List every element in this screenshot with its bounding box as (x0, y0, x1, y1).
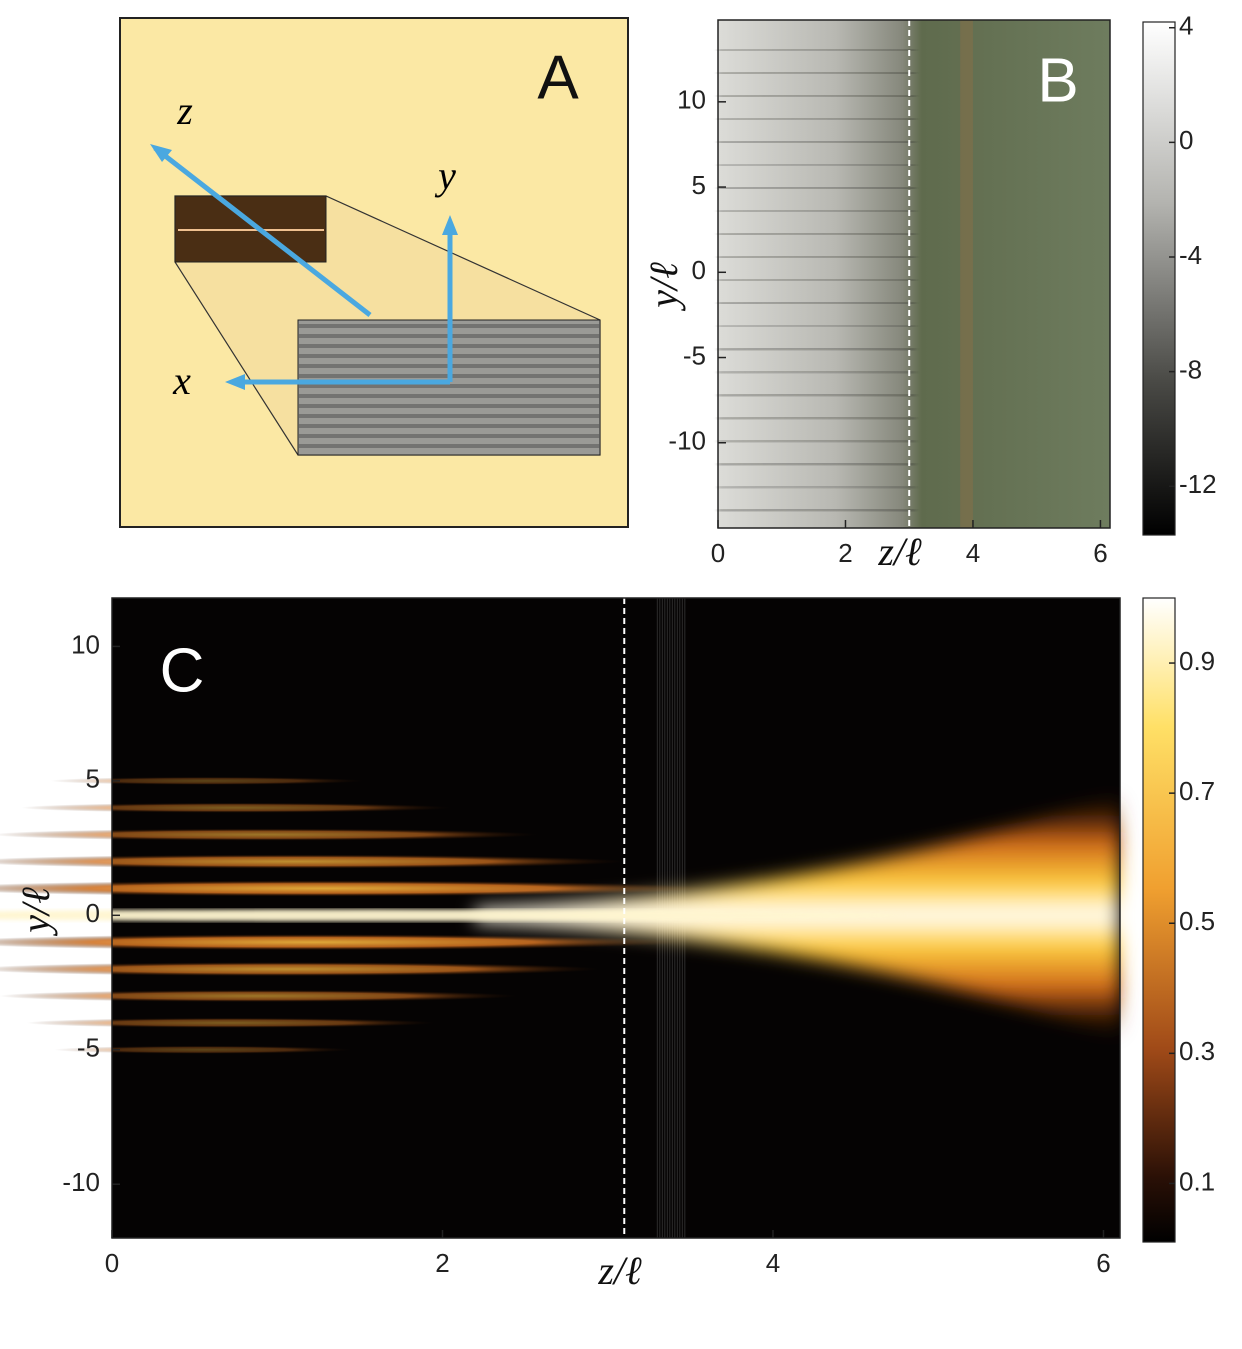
fringe (0, 962, 599, 976)
x-tick-label: 6 (1096, 1248, 1110, 1278)
y-tick-label: 10 (677, 85, 706, 115)
y-axis-label: y/ℓ (641, 262, 686, 312)
y-tick-label: -10 (668, 426, 706, 456)
colorbar-tick-label: -12 (1179, 469, 1217, 499)
stripe (298, 424, 600, 428)
x-tick-label: 4 (766, 1248, 780, 1278)
streak (718, 95, 916, 97)
x-tick-label: 6 (1093, 538, 1107, 568)
y-tick-label: 5 (86, 764, 100, 794)
x-axis-label: z/ℓ (877, 529, 922, 574)
fringe (21, 803, 451, 813)
x-tick-label: 0 (711, 538, 725, 568)
y-tick-label: 5 (692, 170, 706, 200)
colorbar-tick-label: 0.7 (1179, 776, 1215, 806)
band (960, 20, 973, 528)
streak (718, 348, 916, 350)
x-tick-label: 2 (435, 1248, 449, 1278)
panel-label: A (537, 43, 579, 112)
streak (718, 72, 916, 74)
streak (718, 394, 916, 396)
panel-label: B (1037, 46, 1078, 115)
colorbar-tick-label: 0.9 (1179, 646, 1215, 676)
streak (718, 302, 916, 304)
x-tick-label: 2 (838, 538, 852, 568)
stripe (298, 444, 600, 448)
colorbar-tick-label: -4 (1179, 240, 1202, 270)
colorbar-tick-label: 0.1 (1179, 1166, 1215, 1196)
figure: A z y x 0 2 4 6 -10 -5 0 5 10 Bz/ℓ y/ℓ 4 0 -4 -8 -12 0 2 4… (0, 0, 1242, 1344)
x-tick-label: 4 (966, 538, 980, 568)
streak (718, 509, 916, 511)
streak (718, 463, 916, 465)
axis-name: z (176, 88, 193, 133)
streak (718, 233, 916, 235)
y-tick-label: 10 (71, 629, 100, 659)
stripe (298, 414, 600, 418)
x-tick-label: 0 (105, 1248, 119, 1278)
colorbar-tick-label: 0.3 (1179, 1036, 1215, 1066)
stripe (298, 394, 600, 398)
streak (718, 118, 916, 120)
y-tick-label: -5 (683, 340, 706, 370)
y-tick-label: 0 (86, 898, 100, 928)
stripe (298, 384, 600, 388)
colorbar (1143, 22, 1175, 535)
x-axis-label: z/ℓ (597, 1248, 642, 1293)
streak (718, 256, 916, 258)
y-tick-label: 0 (692, 255, 706, 285)
axis-name: y (434, 153, 456, 198)
streak (718, 417, 916, 419)
streak (718, 279, 916, 281)
y-tick-label: -10 (62, 1167, 100, 1197)
diagram: A z y x (120, 18, 628, 527)
streak (718, 187, 916, 189)
fringe (26, 1018, 434, 1028)
colorbar (1143, 598, 1175, 1242)
fringe (0, 829, 538, 841)
y-axis-label: y/ℓ (13, 887, 58, 937)
colorbar-tick-label: 0.5 (1179, 906, 1215, 936)
stripe (298, 434, 600, 438)
axis-name: x (172, 358, 191, 403)
stripe (298, 404, 600, 408)
colorbar-tick-label: 4 (1179, 11, 1193, 41)
colorbar-tick-label: -8 (1179, 355, 1202, 385)
colorbar-tick-label: 0 (1179, 125, 1193, 155)
y-tick-label: -5 (77, 1033, 100, 1063)
panel-label: C (160, 636, 205, 705)
streak (718, 440, 916, 442)
fringe (0, 990, 517, 1002)
streak (718, 141, 916, 143)
